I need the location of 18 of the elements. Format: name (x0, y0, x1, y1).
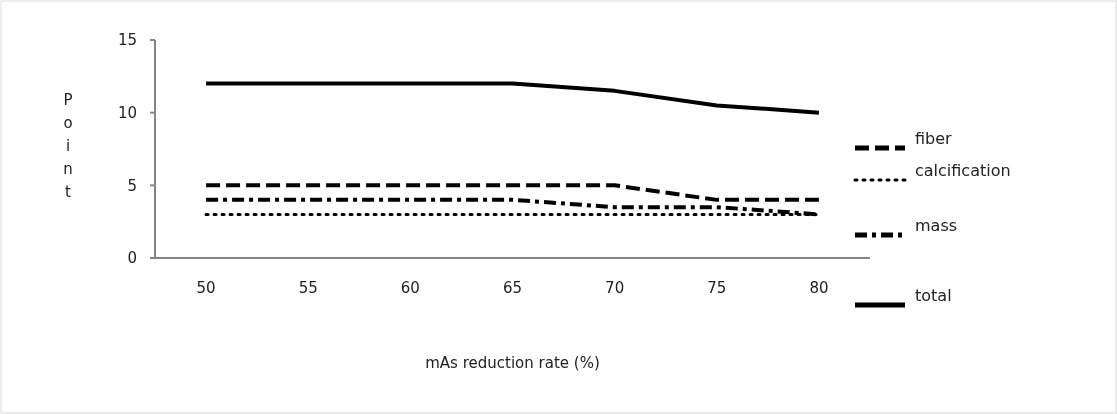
y-tick-label: 10 (117, 103, 137, 122)
legend-label: mass (915, 216, 958, 235)
x-tick-label: 55 (298, 279, 318, 297)
line-series (204, 81, 821, 115)
x-tick-label: 80 (809, 279, 829, 297)
x-tick-label: 65 (502, 279, 523, 297)
y-tick-label: 0 (127, 249, 137, 268)
x-tick-label: 70 (605, 279, 625, 297)
legend-label: fiber (915, 129, 953, 148)
x-tick-label: 75 (707, 279, 727, 297)
y-tick-label: 15 (117, 31, 137, 50)
y-axis-title: Point (63, 91, 73, 201)
legend-label: calcification (915, 161, 1011, 180)
legend-label: total (915, 286, 952, 305)
x-tick-label: 50 (196, 279, 216, 297)
x-tick-label: 60 (400, 279, 420, 297)
x-axis-title: mAs reduction rate (%) (425, 354, 600, 372)
y-tick-label: 5 (127, 176, 137, 195)
